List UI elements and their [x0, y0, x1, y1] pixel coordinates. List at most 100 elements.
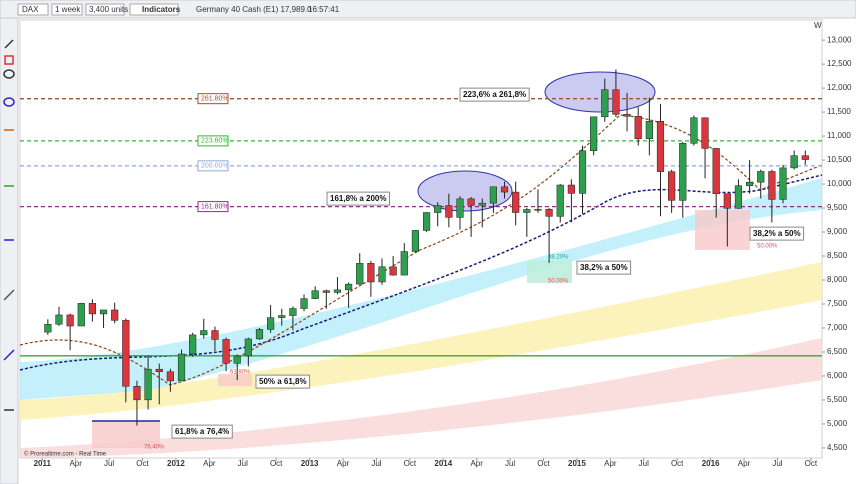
candle-body [111, 309, 119, 321]
candle-body [578, 150, 587, 194]
y-tick-label: 10,500 [827, 155, 852, 164]
y-tick-label: 10,000 [827, 179, 852, 188]
candle-body [411, 230, 420, 252]
level-label: 200.00% [201, 163, 229, 170]
y-tick-label: 11,500 [827, 107, 851, 116]
x-tick-label: Apr [337, 459, 350, 468]
candle-body [645, 121, 653, 139]
candle-body [601, 89, 609, 118]
candle-body [133, 386, 141, 401]
candle-body [311, 290, 319, 299]
candle-body [300, 298, 308, 309]
candle-body [155, 368, 163, 372]
x-tick-label: 2011 [34, 459, 52, 468]
x-tick-label: Oct [671, 459, 684, 468]
candle-body [278, 315, 286, 318]
candle-body [723, 193, 731, 209]
level-label-box [197, 201, 229, 213]
x-tick-label: Jul [505, 459, 515, 468]
candle-body [445, 205, 453, 218]
level-label: 161.80% [201, 203, 229, 210]
candle-body [211, 330, 219, 340]
y-tick-label: 7,500 [827, 299, 848, 308]
candle-body [345, 283, 353, 291]
tools [3, 39, 15, 411]
candle-body [189, 334, 197, 355]
candle-body [712, 148, 720, 195]
indicators: Indicators [142, 5, 181, 14]
x-tick-label: Apr [604, 459, 617, 468]
candle-body [400, 251, 408, 276]
symbol: DAX [22, 5, 39, 14]
scale-mode: W [814, 21, 822, 30]
candle-body [523, 209, 531, 213]
tool-ellipse2[interactable] [3, 97, 15, 107]
candle-body [177, 353, 186, 382]
candle-body [590, 116, 598, 152]
level-label-box [197, 93, 229, 105]
candle-body [144, 368, 152, 401]
candle-body [244, 338, 252, 357]
candle-body [779, 167, 787, 200]
candle-body [746, 181, 754, 186]
tool-rect[interactable] [4, 55, 14, 65]
tool-ellipse[interactable] [3, 69, 15, 79]
period-box[interactable] [51, 3, 83, 16]
tool-trend[interactable] [3, 289, 15, 301]
toolbar [0, 0, 856, 19]
candle-body [333, 289, 342, 293]
candle-body [99, 309, 108, 315]
candle-body [356, 263, 364, 285]
tool-arrow[interactable] [3, 349, 15, 361]
y-tick-label: 5,500 [827, 395, 848, 404]
zone-ellipse [544, 71, 656, 113]
y-tick-label: 6,500 [827, 347, 848, 356]
y-tick-label: 6,000 [827, 371, 848, 380]
symbol-box[interactable] [17, 3, 49, 16]
annotation-box [749, 226, 805, 241]
level-label: 261.80% [201, 96, 229, 103]
x-tick-label: Jul [238, 459, 248, 468]
x-tick-label: 2015 [568, 459, 586, 468]
candle-body [467, 198, 475, 206]
candle-body [679, 143, 687, 201]
candle-body [322, 290, 330, 293]
x-tick-label: 2016 [702, 459, 720, 468]
candle-body [612, 89, 620, 115]
x-tick-label: Jul [639, 459, 649, 468]
level-label-box [197, 135, 229, 147]
watermark: © Prorealtime.com - Real Time [24, 451, 107, 458]
y-tick-label: 12,000 [827, 83, 852, 92]
x-tick-label: Oct [805, 459, 818, 468]
candle-body [88, 303, 96, 315]
candle-body [389, 266, 397, 276]
candles [44, 69, 809, 426]
x-tick-label: Apr [738, 459, 751, 468]
zone-ellipse [417, 170, 513, 212]
tool-line[interactable] [4, 39, 14, 49]
indicators-button[interactable] [129, 3, 179, 16]
retracement-label: 61.80% [230, 370, 251, 376]
candle-body [623, 114, 631, 117]
x-tick-label: Oct [537, 459, 550, 468]
units-box[interactable] [85, 3, 125, 16]
period: 1 week [55, 5, 81, 14]
x-tick-label: Apr [69, 459, 82, 468]
x-tick-label: Oct [136, 459, 149, 468]
annotation-box [326, 191, 390, 206]
candle-body [790, 155, 798, 169]
retracement-label: 38.20% [548, 255, 569, 261]
candle-body [378, 266, 386, 283]
candle-body [690, 117, 698, 144]
y-tick-label: 8,500 [827, 251, 848, 260]
annotation-box [576, 260, 632, 275]
annotation: 161,8% a 200% [330, 194, 387, 203]
labels: 223,6% a 261,8% 161,8% a 200% 38,2% a 50% 3… [144, 87, 805, 451]
x-tick-label: Oct [404, 459, 417, 468]
candle-body [534, 209, 542, 211]
x-tick-label: Oct [270, 459, 283, 468]
candle-body [545, 209, 553, 217]
candle-body [512, 191, 520, 213]
